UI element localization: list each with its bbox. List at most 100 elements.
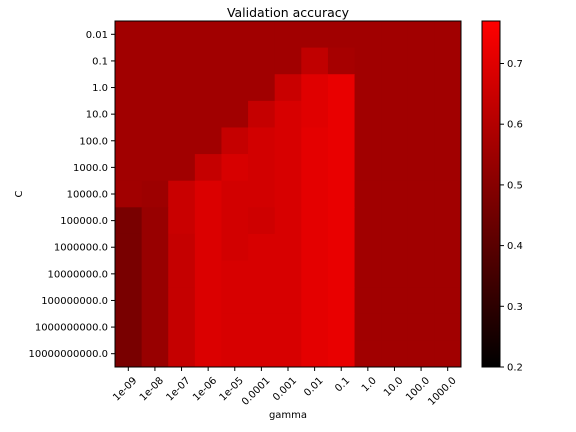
y-axis-label: C bbox=[14, 190, 25, 197]
heatmap-cell bbox=[354, 154, 382, 182]
heatmap-cell bbox=[221, 260, 249, 288]
x-tick-label: 1e-09 bbox=[111, 375, 139, 403]
x-tick-label: 1e-07 bbox=[164, 375, 192, 403]
heatmap-cell bbox=[194, 207, 222, 235]
x-tick-label: 1e-06 bbox=[191, 375, 219, 403]
heatmap-cell bbox=[434, 21, 462, 49]
heatmap-cell bbox=[115, 180, 143, 208]
x-tick-label: 0.0001 bbox=[240, 375, 273, 408]
heatmap-cell bbox=[434, 74, 462, 102]
heatmap-cell bbox=[248, 287, 276, 315]
heatmap-cell bbox=[327, 74, 356, 102]
colorbar bbox=[481, 20, 501, 368]
heatmap-cell bbox=[194, 340, 222, 368]
heatmap-cell bbox=[141, 313, 169, 341]
heatmap-cell bbox=[248, 313, 276, 341]
heatmap-cell bbox=[434, 154, 462, 182]
heatmap-cell bbox=[115, 233, 143, 262]
heatmap-cell bbox=[327, 340, 356, 368]
heatmap-cell bbox=[248, 340, 276, 368]
heatmap-cell bbox=[354, 233, 382, 262]
heatmap-cell bbox=[434, 287, 462, 315]
heatmap-cell bbox=[221, 154, 249, 182]
y-tick-label: 1000.0 bbox=[73, 163, 108, 174]
heatmap-cell bbox=[115, 260, 143, 288]
y-tick-label: 1.0 bbox=[92, 83, 108, 94]
heatmap-cell bbox=[141, 233, 169, 262]
heatmap-cell bbox=[141, 260, 169, 288]
heatmap-cell bbox=[115, 340, 143, 368]
heatmap-cell bbox=[115, 207, 143, 235]
heatmap-cell bbox=[168, 100, 196, 128]
heatmap-cell bbox=[141, 287, 169, 315]
heatmap-cell bbox=[115, 74, 143, 102]
heatmap-cell bbox=[221, 127, 249, 155]
heatmap-cell bbox=[221, 100, 249, 128]
heatmap-cells bbox=[115, 21, 462, 368]
heatmap-cell bbox=[115, 127, 143, 155]
heatmap-cell bbox=[407, 74, 435, 102]
heatmap-cell bbox=[115, 154, 143, 182]
heatmap-cell bbox=[168, 287, 196, 315]
x-tick-label: 10.0 bbox=[382, 375, 406, 399]
heatmap-cell bbox=[194, 180, 222, 208]
heatmap-cell bbox=[248, 233, 276, 262]
heatmap-cell bbox=[168, 260, 196, 288]
heatmap-cell bbox=[221, 340, 249, 368]
heatmap-cell bbox=[274, 287, 302, 315]
heatmap-cell bbox=[327, 287, 356, 315]
heatmap-cell bbox=[407, 180, 435, 208]
heatmap-cell bbox=[194, 287, 222, 315]
heatmap-cell bbox=[168, 233, 196, 262]
chart-title: Validation accuracy bbox=[227, 5, 350, 20]
heatmap-cell bbox=[221, 287, 249, 315]
heatmap-cell bbox=[248, 207, 276, 235]
heatmap-cell bbox=[407, 313, 435, 341]
heatmap-cell bbox=[194, 313, 222, 341]
y-axis-ticks: 0.01 0.1 1.0 10.0 100.0 1000.0 10000.0 100000.0… bbox=[28, 30, 115, 360]
heatmap-cell bbox=[407, 21, 435, 49]
heatmap-cell bbox=[221, 207, 249, 235]
heatmap-cell bbox=[327, 180, 356, 208]
heatmap-cell bbox=[168, 21, 196, 49]
heatmap-cell bbox=[434, 260, 462, 288]
heatmap-cell bbox=[301, 260, 329, 288]
heatmap-cell bbox=[354, 180, 382, 208]
heatmap-cell bbox=[194, 100, 222, 128]
heatmap-cell bbox=[407, 47, 435, 75]
heatmap-cell bbox=[381, 21, 409, 49]
heatmap-cell bbox=[301, 340, 329, 368]
heatmap-cell bbox=[354, 287, 382, 315]
heatmap-cell bbox=[354, 100, 382, 128]
y-tick-label: 1000000.0 bbox=[54, 243, 108, 254]
heatmap-cell bbox=[381, 127, 409, 155]
heatmap-cell bbox=[168, 127, 196, 155]
x-tick-label: 1e-08 bbox=[138, 375, 166, 403]
heatmap-cell bbox=[168, 74, 196, 102]
y-tick-label: 100000000.0 bbox=[41, 296, 108, 307]
heatmap-cell bbox=[301, 21, 329, 49]
colorbar-tick-label: 0.6 bbox=[507, 120, 523, 131]
heatmap-cell bbox=[274, 340, 302, 368]
heatmap-cell bbox=[327, 127, 356, 155]
heatmap-cell bbox=[194, 74, 222, 102]
x-tick-label: 0.001 bbox=[271, 375, 299, 403]
heatmap-cell bbox=[274, 207, 302, 235]
heatmap-cell bbox=[301, 154, 329, 182]
heatmap-cell bbox=[434, 313, 462, 341]
heatmap-cell bbox=[221, 47, 249, 75]
heatmap-cell bbox=[354, 47, 382, 75]
heatmap-cell bbox=[221, 21, 249, 49]
y-tick-label: 10000.0 bbox=[67, 190, 108, 201]
heatmap-cell bbox=[407, 340, 435, 368]
y-tick-label: 100000.0 bbox=[60, 216, 108, 227]
heatmap-cell bbox=[248, 100, 276, 128]
y-tick-label: 0.01 bbox=[86, 30, 108, 41]
heatmap-cell bbox=[381, 233, 409, 262]
heatmap-cell bbox=[407, 127, 435, 155]
heatmap-cell bbox=[274, 47, 302, 75]
heatmap-cell bbox=[301, 127, 329, 155]
heatmap-cell bbox=[381, 47, 409, 75]
heatmap-cell bbox=[221, 233, 249, 262]
